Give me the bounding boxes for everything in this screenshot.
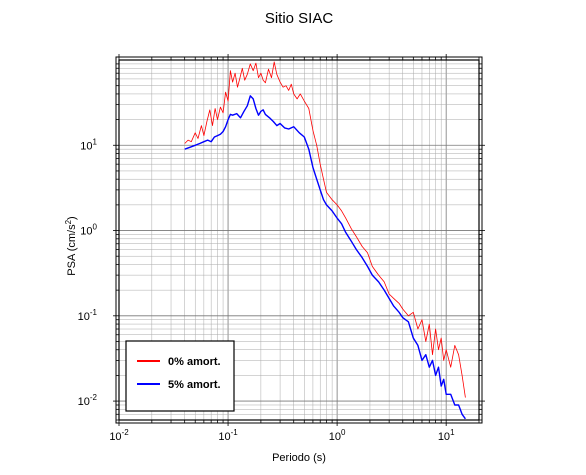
x-axis-label: Periodo (s) — [272, 452, 326, 464]
x-tick-label-base: 10 — [329, 431, 341, 443]
x-tick-label-exp: -2 — [122, 428, 130, 437]
x-tick-label-base: 10 — [218, 431, 230, 443]
grid — [118, 60, 480, 421]
series-line-5pct-amort — [184, 95, 466, 420]
y-axis-label: PSA (cm/s2) — [64, 216, 78, 275]
series-line-0pct-amort — [184, 61, 466, 398]
legend-label-0pct: 0% amort. — [168, 356, 221, 368]
x-tick-label-base: 10 — [438, 431, 450, 443]
y-tick-label: 10-2 — [78, 393, 98, 408]
y-tick-label-base: 10 — [80, 140, 92, 152]
y-tick-label-base: 10 — [78, 396, 90, 408]
x-tick-label: 100 — [329, 428, 346, 443]
plot-border-outer — [115, 56, 483, 424]
x-tick-label-exp: 0 — [341, 428, 346, 437]
y-tick-label-exp: -1 — [90, 308, 98, 317]
series-layer — [184, 61, 466, 420]
x-tick-label: 10-2 — [109, 428, 129, 443]
plot-frame — [115, 56, 483, 424]
plot-border — [118, 59, 480, 421]
y-axis-label-close: ) — [66, 216, 78, 220]
legend: 0% amort. 5% amort. — [125, 340, 235, 412]
x-tick-label-base: 10 — [109, 431, 121, 443]
y-tick-label-exp: -2 — [90, 393, 98, 402]
y-tick-label-base: 10 — [80, 226, 92, 238]
y-tick-label-exp: 0 — [93, 223, 98, 232]
x-tick-label-exp: -1 — [231, 428, 239, 437]
y-axis-label-exponent: 2 — [64, 219, 73, 224]
x-tick-label: 101 — [438, 428, 455, 443]
legend-box — [125, 340, 235, 412]
x-tick-label: 10-1 — [218, 428, 238, 443]
y-tick-label: 10-1 — [78, 308, 98, 323]
chart-title: Sitio SIAC — [265, 10, 334, 27]
y-axis-label-group: PSA (cm/s2) — [64, 216, 78, 275]
y-tick-label-exp: 1 — [93, 137, 98, 146]
x-tick-label-exp: 1 — [450, 428, 455, 437]
y-tick-label: 100 — [80, 223, 97, 238]
legend-label-5pct: 5% amort. — [168, 379, 221, 391]
y-tick-label-base: 10 — [78, 311, 90, 323]
y-tick-label: 101 — [80, 137, 97, 152]
y-axis-label-text: PSA (cm/s — [66, 224, 78, 276]
